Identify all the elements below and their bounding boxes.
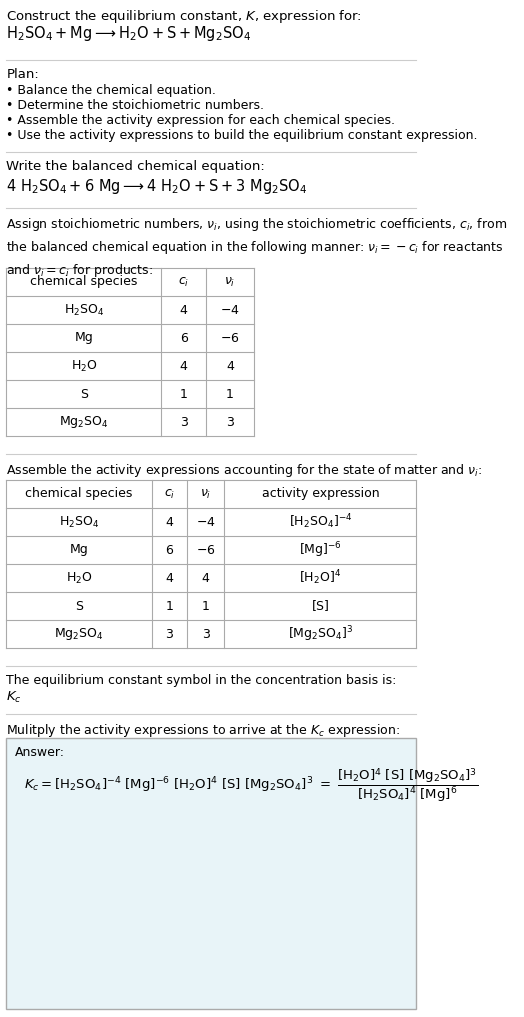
Text: 4: 4 [166,516,173,529]
Text: $-4$: $-4$ [220,303,240,316]
Text: Assign stoichiometric numbers, $\nu_i$, using the stoichiometric coefficients, $: Assign stoichiometric numbers, $\nu_i$, … [6,216,508,279]
Text: Mg: Mg [70,543,89,556]
Text: $\mathrm{Mg_2SO_4}$: $\mathrm{Mg_2SO_4}$ [54,626,104,642]
Text: 4: 4 [180,303,188,316]
Text: $-4$: $-4$ [196,516,215,529]
Text: $\mathrm{Mg_2SO_4}$: $\mathrm{Mg_2SO_4}$ [59,414,109,430]
Text: $\mathrm{H_2SO_4}$: $\mathrm{H_2SO_4}$ [59,515,99,530]
Text: $K_c$: $K_c$ [6,690,22,705]
Text: $c_i$: $c_i$ [178,276,189,289]
Text: 1: 1 [166,599,173,612]
Text: $[\mathrm{H_2SO_4}]^{-4}$: $[\mathrm{H_2SO_4}]^{-4}$ [289,513,352,531]
Text: 3: 3 [202,627,210,641]
Text: Write the balanced chemical equation:: Write the balanced chemical equation: [6,160,265,173]
Text: 1: 1 [180,387,188,401]
Text: • Use the activity expressions to build the equilibrium constant expression.: • Use the activity expressions to build … [6,129,478,142]
Text: Construct the equilibrium constant, $K$, expression for:: Construct the equilibrium constant, $K$,… [6,8,362,25]
Text: $[\mathrm{S}]$: $[\mathrm{S}]$ [311,599,330,613]
Text: 6: 6 [180,332,188,345]
Text: 3: 3 [226,416,234,428]
Text: Answer:: Answer: [15,746,64,759]
Text: $[\mathrm{H_2O}]^{4}$: $[\mathrm{H_2O}]^{4}$ [299,569,342,588]
Text: chemical species: chemical species [25,487,133,500]
Text: $K_c = [\mathrm{H_2SO_4}]^{-4}\ [\mathrm{Mg}]^{-6}\ [\mathrm{H_2O}]^{4}\ [\mathr: $K_c = [\mathrm{H_2SO_4}]^{-4}\ [\mathrm… [24,766,478,803]
Text: $4\ \mathrm{H_2SO_4} + 6\ \mathrm{Mg} \longrightarrow 4\ \mathrm{H_2O} + \mathrm: $4\ \mathrm{H_2SO_4} + 6\ \mathrm{Mg} \l… [6,177,308,196]
Text: $\nu_i$: $\nu_i$ [224,276,236,289]
Text: $\mathrm{H_2SO_4}$: $\mathrm{H_2SO_4}$ [64,302,104,317]
Text: $\nu_i$: $\nu_i$ [200,487,212,500]
Text: 1: 1 [202,599,210,612]
Text: $[\mathrm{Mg_2SO_4}]^{3}$: $[\mathrm{Mg_2SO_4}]^{3}$ [288,624,353,644]
Text: 4: 4 [180,359,188,372]
Text: 4: 4 [226,359,234,372]
Text: • Balance the chemical equation.: • Balance the chemical equation. [6,84,216,97]
Text: Assemble the activity expressions accounting for the state of matter and $\nu_i$: Assemble the activity expressions accoun… [6,462,483,479]
Text: $\mathrm{H_2SO_4 + Mg \longrightarrow H_2O + S + Mg_2SO_4}$: $\mathrm{H_2SO_4 + Mg \longrightarrow H_… [6,24,252,43]
Text: 3: 3 [180,416,188,428]
Text: S: S [75,599,83,612]
Text: 3: 3 [166,627,173,641]
Text: $c_i$: $c_i$ [164,487,175,500]
Text: Mulitply the activity expressions to arrive at the $K_c$ expression:: Mulitply the activity expressions to arr… [6,722,401,739]
Text: • Assemble the activity expression for each chemical species.: • Assemble the activity expression for e… [6,114,396,127]
Text: $\mathrm{H_2O}$: $\mathrm{H_2O}$ [71,358,97,373]
Text: $-6$: $-6$ [220,332,240,345]
Text: $-6$: $-6$ [196,543,215,556]
Text: chemical species: chemical species [30,276,138,289]
Text: • Determine the stoichiometric numbers.: • Determine the stoichiometric numbers. [6,99,265,112]
Text: S: S [80,387,88,401]
Text: activity expression: activity expression [261,487,379,500]
Text: 1: 1 [226,387,234,401]
Text: 4: 4 [202,572,210,585]
FancyBboxPatch shape [6,738,417,1009]
Text: 4: 4 [166,572,173,585]
Text: The equilibrium constant symbol in the concentration basis is:: The equilibrium constant symbol in the c… [6,674,397,687]
Text: $[\mathrm{Mg}]^{-6}$: $[\mathrm{Mg}]^{-6}$ [299,540,342,559]
Text: $\mathrm{H_2O}$: $\mathrm{H_2O}$ [66,571,92,586]
Text: Plan:: Plan: [6,68,39,81]
Text: 6: 6 [166,543,173,556]
Text: Mg: Mg [74,332,93,345]
